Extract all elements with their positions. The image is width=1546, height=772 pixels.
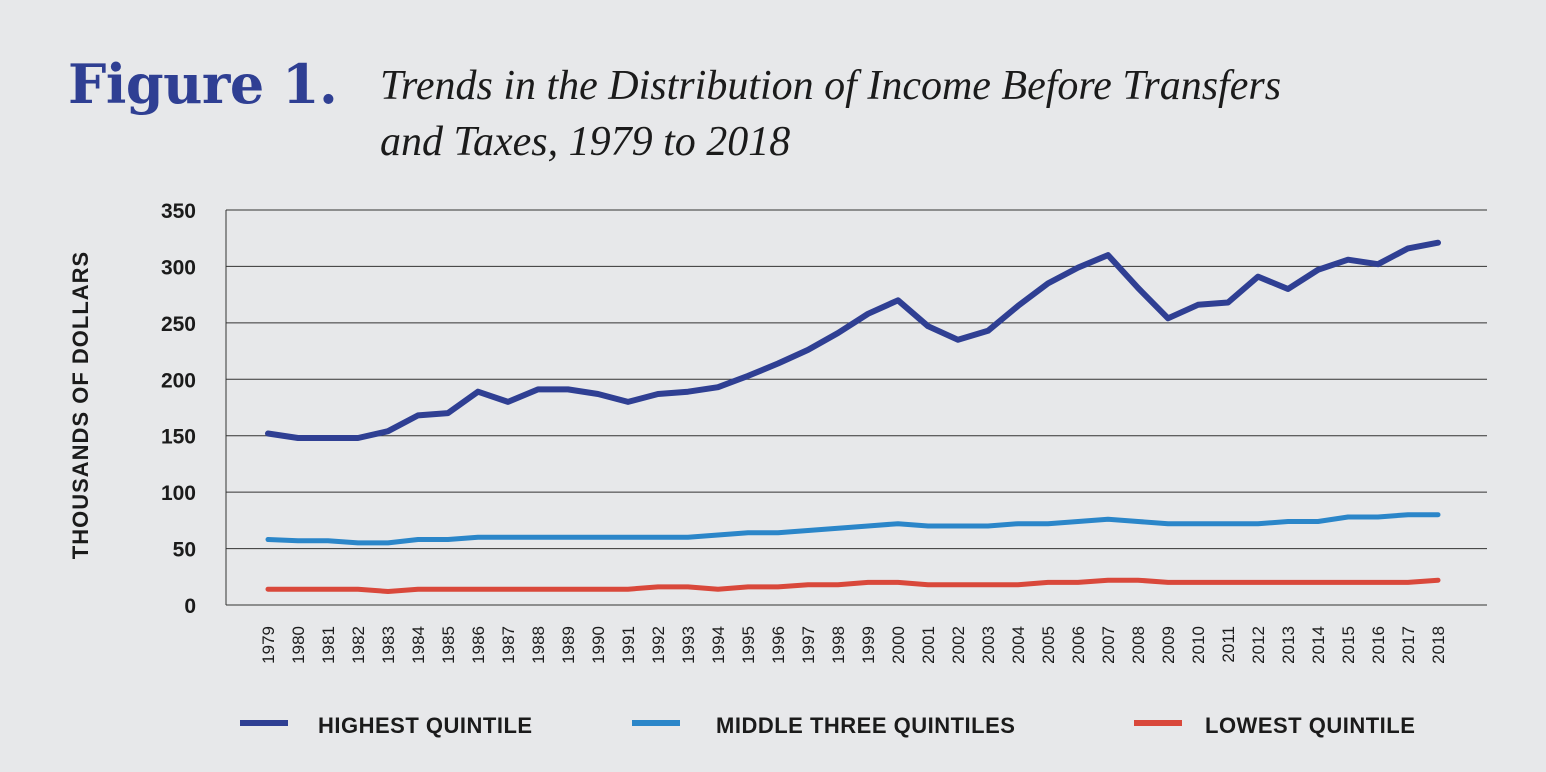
- x-tick-label: 1997: [799, 626, 818, 664]
- x-tick-label: 2003: [979, 626, 998, 664]
- y-tick-label: 50: [173, 539, 196, 562]
- x-tick-label: 1984: [409, 626, 428, 664]
- legend: HIGHEST QUINTILE MIDDLE THREE QUINTILES …: [240, 713, 1415, 738]
- x-tick-label: 1990: [589, 626, 608, 664]
- x-axis-ticks: 1979 1980 1981 1982 1983 1984 1985 1986 1987 1988…: [259, 626, 1448, 664]
- x-tick-label: 2008: [1129, 626, 1148, 664]
- y-axis-ticks: 0 50 100 150 200 250 300 350: [161, 200, 196, 618]
- x-tick-label: 1983: [379, 626, 398, 664]
- x-tick-label: 1992: [649, 626, 668, 664]
- x-tick-label: 2011: [1219, 626, 1238, 663]
- figure-title-line-1: Trends in the Distribution of Income Bef…: [380, 63, 1282, 109]
- y-tick-label: 200: [161, 369, 196, 392]
- x-tick-label: 2007: [1099, 626, 1118, 664]
- figure-label: Figure 1.: [68, 52, 338, 116]
- x-tick-label: 1987: [499, 626, 518, 664]
- x-tick-label: 1980: [289, 626, 308, 664]
- series-line-lowest: [265, 577, 1441, 594]
- legend-label-middle: MIDDLE THREE QUINTILES: [716, 713, 1015, 738]
- x-tick-label: 2014: [1309, 626, 1328, 664]
- y-tick-label: 350: [161, 200, 196, 223]
- x-tick-label: 2013: [1279, 626, 1298, 664]
- x-tick-label: 1996: [769, 626, 788, 664]
- x-tick-label: 1981: [319, 626, 338, 664]
- y-tick-label: 150: [161, 426, 196, 449]
- x-tick-label: 2000: [889, 626, 908, 664]
- gridlines: [225, 209, 1487, 606]
- x-tick-label: 2002: [949, 626, 968, 664]
- x-tick-label: 2015: [1339, 626, 1358, 664]
- x-tick-label: 2005: [1039, 626, 1058, 664]
- x-tick-label: 1985: [439, 626, 458, 664]
- x-tick-label: 1994: [709, 626, 728, 664]
- x-tick-label: 1982: [349, 626, 368, 664]
- x-tick-label: 1986: [469, 626, 488, 664]
- legend-label-lowest: LOWEST QUINTILE: [1205, 713, 1415, 738]
- x-tick-label: 2018: [1429, 626, 1448, 664]
- x-tick-label: 2016: [1369, 626, 1388, 664]
- x-tick-label: 2009: [1159, 626, 1178, 664]
- x-tick-label: 1995: [739, 626, 758, 664]
- x-tick-label: 1993: [679, 626, 698, 664]
- figure-title-line-2: and Taxes, 1979 to 2018: [380, 119, 791, 165]
- y-tick-label: 100: [161, 482, 196, 505]
- x-tick-label: 1998: [829, 626, 848, 664]
- series-line-highest: [265, 239, 1441, 441]
- x-tick-label: 1989: [559, 626, 578, 664]
- x-tick-label: 2010: [1189, 626, 1208, 664]
- x-tick-label: 2006: [1069, 626, 1088, 664]
- series-lines: [265, 239, 1441, 594]
- x-tick-label: 2017: [1399, 626, 1418, 664]
- x-tick-label: 2012: [1249, 626, 1268, 664]
- y-tick-label: 0: [184, 595, 196, 618]
- y-tick-label: 250: [161, 313, 196, 336]
- figure-title: Trends in the Distribution of Income Bef…: [380, 58, 1380, 170]
- x-tick-label: 1991: [619, 626, 638, 664]
- y-tick-label: 300: [161, 256, 196, 279]
- legend-label-highest: HIGHEST QUINTILE: [318, 713, 533, 738]
- x-tick-label: 1999: [859, 626, 878, 664]
- x-tick-label: 2004: [1009, 626, 1028, 664]
- series-line-middle: [265, 512, 1441, 546]
- x-tick-label: 1988: [529, 626, 548, 664]
- x-tick-label: 1979: [259, 626, 278, 664]
- x-tick-label: 2001: [919, 626, 938, 664]
- y-axis-label: THOUSANDS OF DOLLARS: [68, 251, 93, 559]
